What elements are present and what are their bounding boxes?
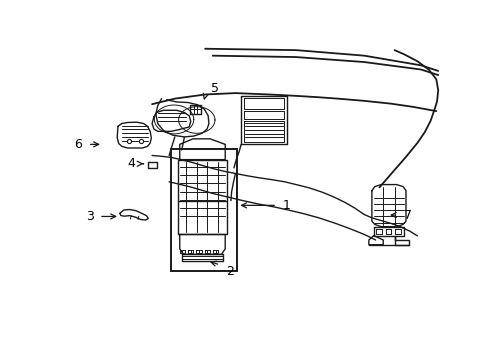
Text: 3: 3 <box>85 210 93 223</box>
Polygon shape <box>178 159 226 234</box>
Polygon shape <box>180 234 225 255</box>
Polygon shape <box>371 185 405 227</box>
Text: 1: 1 <box>282 199 290 212</box>
Text: 4: 4 <box>127 157 135 170</box>
Bar <box>171 149 237 271</box>
Text: 2: 2 <box>225 265 233 278</box>
Text: 7: 7 <box>403 208 411 221</box>
Text: 5: 5 <box>210 82 218 95</box>
Text: 6: 6 <box>74 138 82 151</box>
